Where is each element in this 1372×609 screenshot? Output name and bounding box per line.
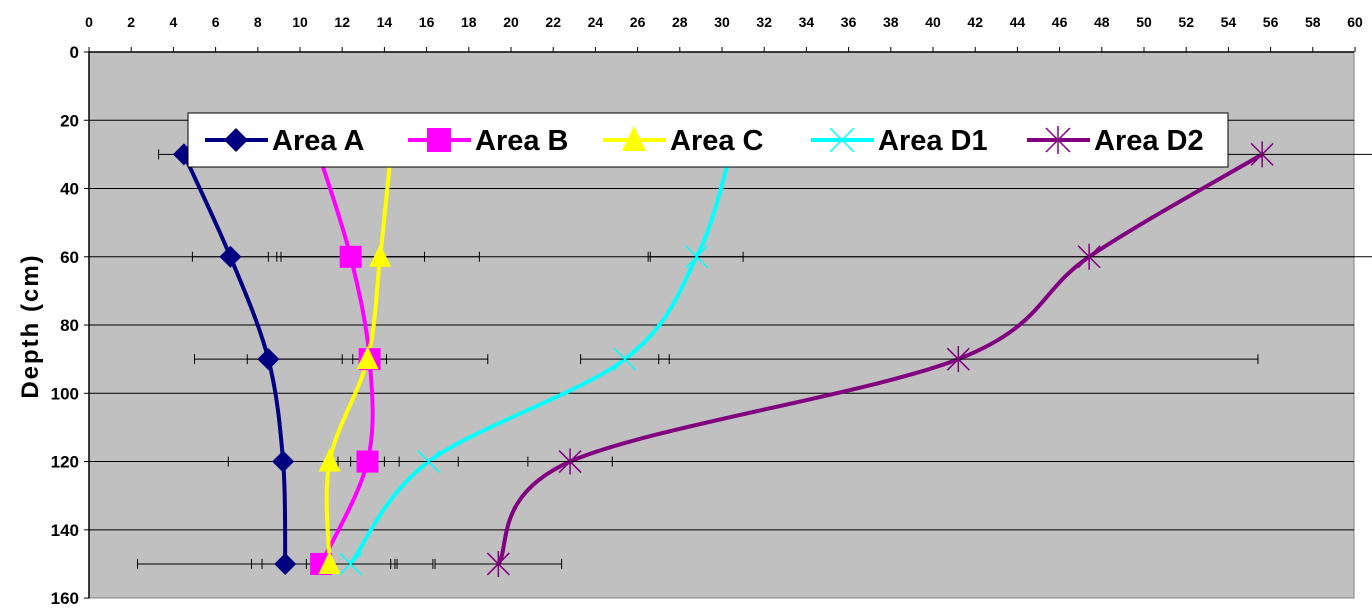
x-tick-label: 8 <box>254 14 262 30</box>
x-tick-label: 0 <box>85 14 93 30</box>
marker-diamond <box>224 128 248 152</box>
marker-star <box>1250 141 1274 168</box>
marker-x <box>685 245 709 269</box>
marker-triangle <box>356 346 379 370</box>
x-tick-label: 24 <box>588 14 604 30</box>
series-line <box>496 152 1264 566</box>
x-tick-label: 6 <box>212 14 220 30</box>
legend-label: Area C <box>670 125 764 157</box>
marker-diamond <box>272 450 295 473</box>
y-tick-label: 140 <box>51 521 79 540</box>
y-tick-label: 160 <box>51 589 79 608</box>
x-tick-label: 30 <box>714 14 730 30</box>
x-tick-label: 38 <box>883 14 899 30</box>
x-tick-label: 36 <box>841 14 857 30</box>
marker-diamond <box>274 552 297 575</box>
x-tick-label: 40 <box>925 14 941 30</box>
y-tick-label: 60 <box>60 248 79 267</box>
marker-triangle <box>318 448 341 472</box>
marker-x <box>613 347 637 371</box>
x-tick-label: 32 <box>756 14 772 30</box>
y-axis-label: Depth (cm) <box>17 253 44 398</box>
x-tick-label: 48 <box>1094 14 1110 30</box>
x-tick-label: 20 <box>503 14 519 30</box>
marker-x <box>829 127 855 153</box>
x-tick-label: 58 <box>1305 14 1321 30</box>
marker-star <box>1077 243 1101 270</box>
marker-diamond <box>257 348 280 371</box>
marker-square <box>339 245 362 268</box>
x-tick-label: 60 <box>1347 14 1363 30</box>
x-tick-label: 56 <box>1263 14 1279 30</box>
series-line <box>349 153 733 566</box>
marker-x <box>339 552 363 576</box>
x-tick-label: 46 <box>1052 14 1068 30</box>
marker-star <box>486 550 510 577</box>
marker-star <box>1045 126 1071 154</box>
marker-star <box>558 448 582 475</box>
legend-label: Area A <box>272 125 364 157</box>
marker-x <box>417 450 441 474</box>
y-tick-label: 20 <box>60 111 79 130</box>
legend-label: Area D1 <box>878 125 988 157</box>
x-tick-label: 50 <box>1136 14 1152 30</box>
x-tick-label: 14 <box>377 14 393 30</box>
marker-square <box>427 128 451 152</box>
y-tick-label: 120 <box>51 453 79 472</box>
x-tick-label: 2 <box>127 14 135 30</box>
x-tick-label: 16 <box>419 14 435 30</box>
x-tick-label: 18 <box>461 14 477 30</box>
marker-triangle <box>318 550 341 574</box>
x-tick-label: 34 <box>799 14 815 30</box>
marker-star <box>946 346 970 373</box>
x-tick-label: 26 <box>630 14 646 30</box>
marker-square <box>356 450 379 473</box>
x-tick-label: 12 <box>334 14 350 30</box>
y-tick-label: 0 <box>70 43 79 62</box>
x-tick-label: 52 <box>1178 14 1194 30</box>
marker-triangle <box>622 126 646 151</box>
x-tick-label: 10 <box>292 14 308 30</box>
marker-triangle <box>369 243 392 267</box>
marker-diamond <box>219 245 242 268</box>
legend-label: Area D2 <box>1094 125 1204 157</box>
x-tick-label: 44 <box>1010 14 1026 30</box>
x-tick-label: 22 <box>545 14 561 30</box>
y-tick-label: 100 <box>51 384 79 403</box>
x-tick-label: 54 <box>1221 14 1237 30</box>
legend-label: Area B <box>475 125 569 157</box>
x-tick-label: 42 <box>967 14 983 30</box>
x-tick-label: 28 <box>672 14 688 30</box>
y-tick-label: 40 <box>60 180 79 199</box>
x-tick-label: 4 <box>170 14 178 30</box>
y-tick-label: 80 <box>60 316 79 335</box>
